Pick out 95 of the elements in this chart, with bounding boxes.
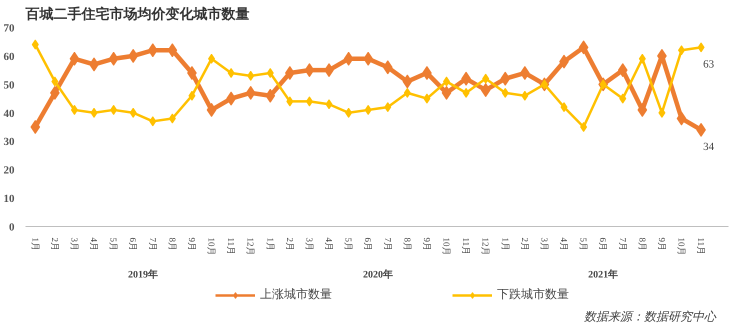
x-tick-label: 9月 [186, 238, 197, 251]
x-tick-label: 6月 [598, 238, 608, 251]
point [423, 94, 430, 104]
point [208, 54, 216, 64]
y-tick-label: 70 [4, 22, 15, 34]
x-tick-label: 10月 [206, 238, 217, 256]
point [246, 86, 256, 100]
point [228, 68, 235, 78]
x-tick-label: 4月 [89, 238, 100, 251]
text: 2021年 [588, 268, 618, 280]
x-tick-label: 4月 [559, 238, 570, 251]
y-tick-label: 30 [4, 136, 15, 148]
point [404, 88, 411, 98]
point [638, 54, 646, 64]
point [384, 102, 392, 112]
point [364, 104, 372, 115]
legend-label: 上涨城市数量 [260, 286, 332, 303]
y-tick-label: 50 [4, 79, 15, 92]
point [618, 63, 628, 78]
x-tick-label: 8月 [402, 238, 412, 251]
x-tick-label: 11月 [461, 238, 472, 256]
x-tick-label: 9月 [656, 238, 667, 251]
x-tick-label: 5月 [578, 238, 589, 251]
point [619, 94, 626, 104]
text: 2020年 [362, 268, 393, 280]
x-tick-label: 1月 [265, 238, 276, 251]
point [286, 96, 294, 106]
x-tick-label: 7月 [148, 238, 158, 251]
data-label: 34 [703, 140, 715, 153]
point [698, 42, 705, 52]
point [580, 122, 588, 132]
point [128, 48, 138, 63]
x-tick-label: 1月 [30, 238, 40, 251]
point [265, 88, 276, 103]
data-label: 63 [703, 58, 715, 70]
x-tick-label: 5月 [108, 238, 119, 251]
point [443, 76, 450, 87]
x-tick-label: 3月 [69, 238, 80, 251]
text: 2019年 [128, 268, 158, 280]
x-tick-label: 2月 [520, 238, 530, 251]
x-tick-label: 5月 [344, 238, 354, 251]
point [247, 70, 254, 81]
x-tick-label: 2月 [50, 238, 60, 251]
y-tick-label: 20 [4, 164, 15, 177]
point [306, 96, 313, 106]
y-tick-label: 10 [4, 193, 15, 206]
x-tick-label: 9月 [422, 238, 432, 251]
point [678, 45, 686, 56]
chart-title: 百城二手住宅市场均价变化城市数量 [24, 6, 250, 22]
x-tick-label: 4月 [324, 238, 334, 251]
point [345, 108, 352, 118]
point [188, 90, 196, 101]
source-note: 数据来源：数据研究中心 [584, 310, 718, 324]
y-tick-label: 60 [4, 50, 15, 63]
x-tick-label: 7月 [618, 238, 628, 251]
point [326, 99, 333, 110]
point [51, 76, 58, 87]
x-tick-label: 3月 [304, 238, 314, 251]
point [560, 102, 568, 112]
point [90, 108, 98, 118]
x-tick-label: 2月 [284, 238, 295, 251]
legend-label: 下跌城市数量 [497, 286, 569, 303]
x-tick-label: 7月 [382, 238, 393, 251]
point [32, 40, 39, 50]
point [462, 88, 470, 98]
point [110, 104, 118, 115]
point [500, 72, 510, 86]
point [382, 60, 393, 74]
y-tick-label: 0 [9, 222, 15, 234]
point [482, 74, 490, 84]
x-tick-label: 6月 [128, 238, 138, 251]
point [266, 68, 274, 78]
point [70, 104, 78, 115]
x-tick-label: 8月 [637, 238, 648, 251]
point [30, 120, 40, 134]
x-tick-label: 10月 [676, 238, 687, 256]
point [130, 108, 137, 118]
point [480, 83, 491, 98]
point [658, 108, 666, 118]
x-tick-label: 12月 [246, 238, 256, 256]
x-tick-label: 6月 [363, 238, 374, 251]
point [363, 52, 374, 66]
point [168, 113, 176, 124]
y-tick-label: 40 [4, 108, 15, 120]
x-tick-label: 11月 [226, 238, 236, 256]
point [148, 43, 158, 58]
x-tick-label: 10月 [442, 238, 452, 256]
point [149, 116, 156, 126]
x-tick-label: 1月 [500, 238, 510, 251]
point [521, 90, 528, 101]
x-tick-label: 8月 [167, 238, 178, 251]
x-tick-label: 11月 [696, 238, 706, 256]
x-tick-label: 3月 [539, 238, 550, 251]
point [502, 88, 509, 98]
x-tick-label: 12月 [480, 238, 491, 256]
